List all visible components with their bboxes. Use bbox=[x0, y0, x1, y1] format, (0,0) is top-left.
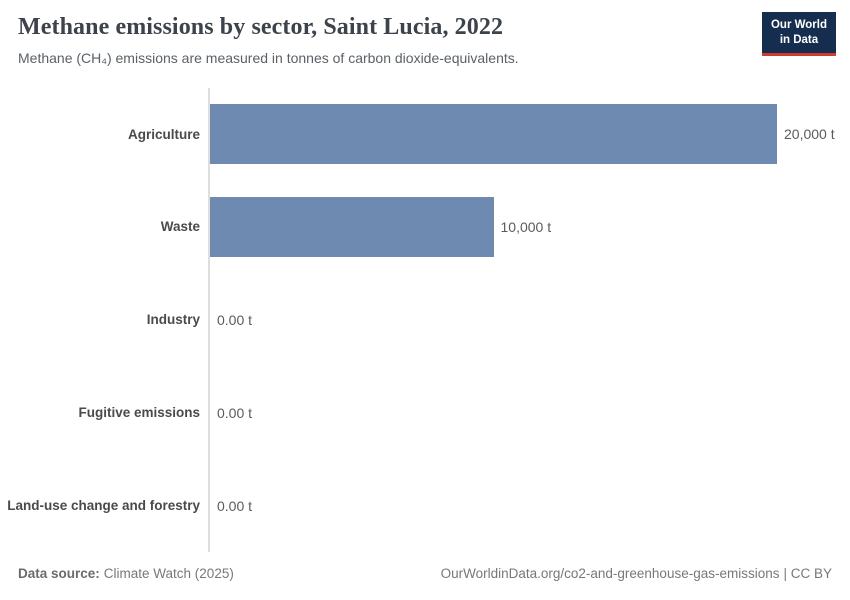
chart-row: Waste 10,000 t bbox=[0, 181, 850, 274]
category-label: Waste bbox=[160, 219, 200, 235]
attribution: OurWorldinData.org/co2-and-greenhouse-ga… bbox=[441, 566, 832, 581]
row-plot: 0.00 t bbox=[200, 274, 850, 367]
row-plot: 0.00 t bbox=[200, 459, 850, 552]
category-label: Fugitive emissions bbox=[78, 405, 200, 421]
bar-chart: Agriculture 20,000 t Waste 10,000 t Indu… bbox=[0, 88, 850, 552]
chart-footer: Data source: Climate Watch (2025) OurWorl… bbox=[18, 566, 832, 581]
chart-row: Fugitive emissions 0.00 t bbox=[0, 366, 850, 459]
data-source: Data source: Climate Watch (2025) bbox=[18, 566, 234, 581]
chart-row: Land-use change and forestry 0.00 t bbox=[0, 459, 850, 552]
value-label: 20,000 t bbox=[784, 126, 835, 143]
category-label: Industry bbox=[146, 312, 200, 328]
value-label: 0.00 t bbox=[217, 404, 253, 421]
owid-logo[interactable]: Our World in Data bbox=[761, 12, 836, 56]
chart-header: Methane emissions by sector, Saint Lucia… bbox=[18, 12, 836, 66]
value-label: 0.00 t bbox=[217, 311, 253, 328]
owid-logo-line1: Our World bbox=[770, 19, 827, 31]
row-plot: 0.00 t bbox=[200, 366, 850, 459]
chart-subtitle: Methane (CH₄) emissions are measured in … bbox=[18, 50, 519, 66]
license-text: | CC BY bbox=[783, 566, 832, 581]
category-label: Land-use change and forestry bbox=[7, 497, 200, 513]
data-source-label: Data source: bbox=[18, 566, 100, 581]
chart-rows: Agriculture 20,000 t Waste 10,000 t Indu… bbox=[0, 88, 850, 552]
chart-row: Agriculture 20,000 t bbox=[0, 88, 850, 181]
chart-row: Industry 0.00 t bbox=[0, 274, 850, 367]
row-plot: 10,000 t bbox=[200, 181, 850, 274]
bar-agriculture[interactable] bbox=[210, 104, 777, 165]
page-title: Methane emissions by sector, Saint Lucia… bbox=[18, 14, 504, 40]
y-axis-line bbox=[208, 88, 210, 552]
data-source-value: Climate Watch (2025) bbox=[103, 566, 234, 581]
category-label: Agriculture bbox=[127, 126, 200, 142]
row-plot: 20,000 t bbox=[200, 88, 850, 181]
owid-url-link[interactable]: OurWorldinData.org/co2-and-greenhouse-ga… bbox=[440, 566, 780, 581]
value-label: 0.00 t bbox=[217, 497, 253, 514]
owid-logo-line2: in Data bbox=[779, 33, 819, 46]
bar-waste[interactable] bbox=[210, 197, 494, 258]
value-label: 10,000 t bbox=[500, 219, 552, 236]
